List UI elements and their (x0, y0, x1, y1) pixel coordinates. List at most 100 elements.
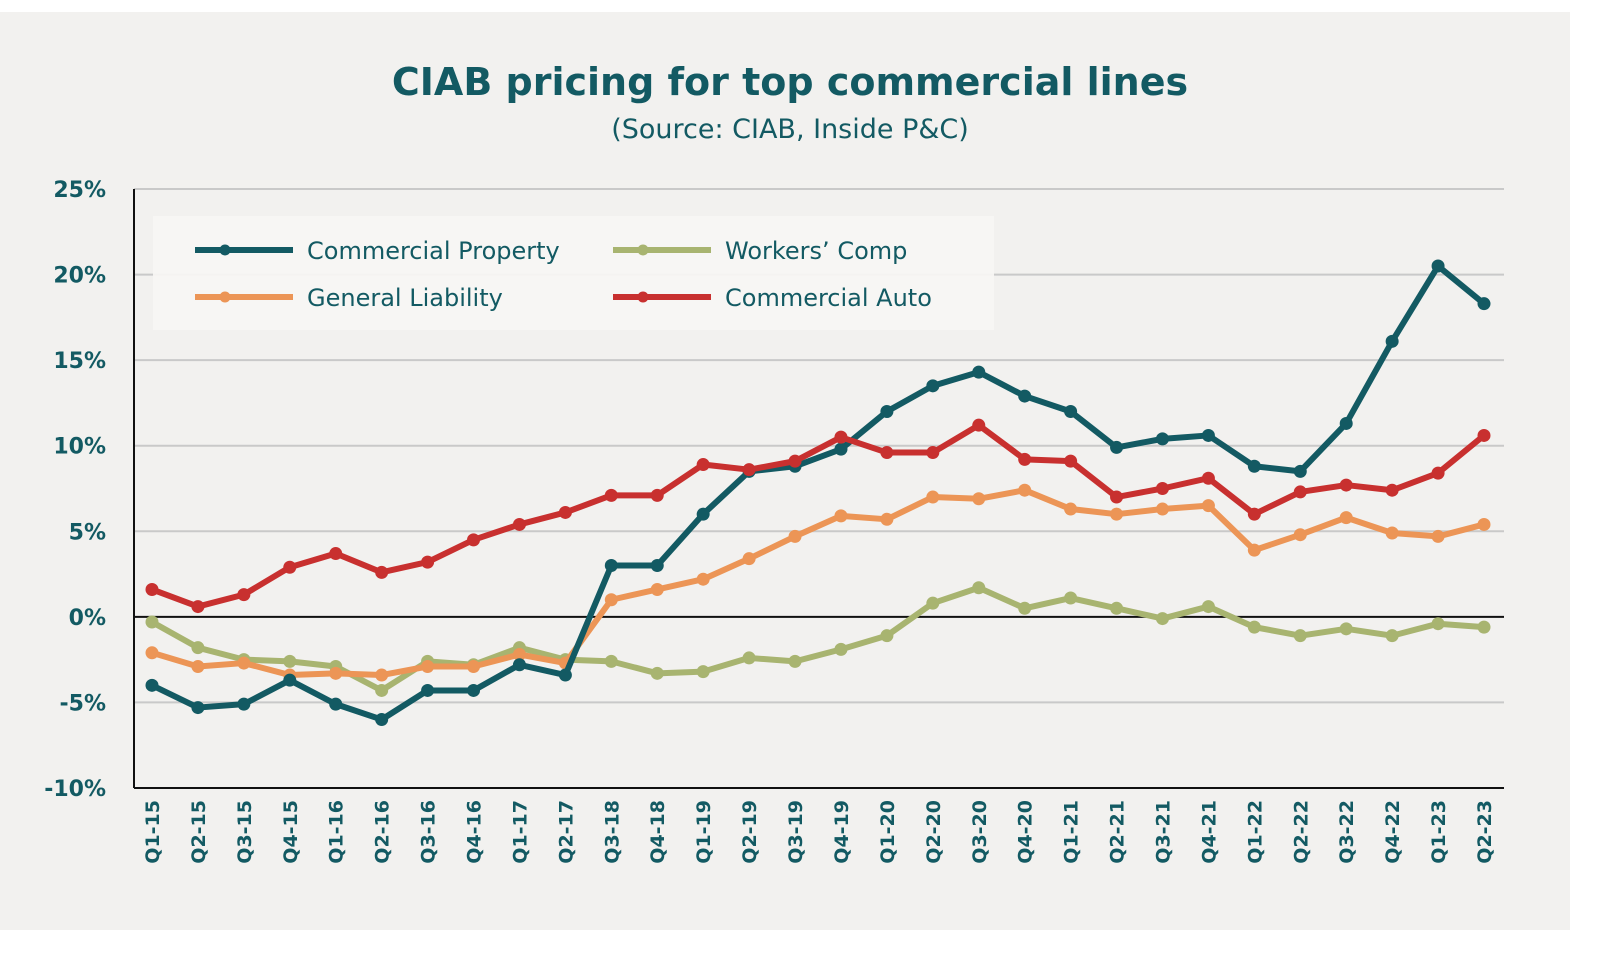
data-point (512, 517, 526, 531)
x-tick-label: Q3-15 (234, 800, 256, 864)
data-point (926, 379, 940, 393)
data-point (1431, 529, 1445, 543)
series-line (150, 422, 1486, 610)
data-point (375, 713, 389, 727)
data-point (1064, 454, 1078, 468)
series-line (150, 584, 1485, 694)
x-tick-label: Q3-16 (418, 800, 440, 864)
data-point (696, 572, 710, 586)
series-line (150, 263, 1486, 723)
data-point (1201, 471, 1215, 485)
data-point (650, 559, 664, 573)
x-tick-label: Q3-22 (1336, 800, 1358, 864)
data-point (1385, 629, 1399, 643)
data-point (467, 533, 481, 547)
data-point (1155, 432, 1169, 446)
data-point (1385, 526, 1399, 540)
data-point (926, 490, 940, 504)
data-point (1339, 622, 1353, 636)
data-point (375, 668, 389, 682)
data-point (191, 701, 205, 715)
series-line (151, 487, 1485, 679)
x-tick-label: Q4-22 (1382, 800, 1404, 864)
data-point (1431, 617, 1445, 631)
data-point (1339, 511, 1353, 525)
data-point (650, 488, 664, 502)
series-workers-comp (145, 581, 1491, 697)
x-tick-label: Q2-19 (739, 800, 761, 864)
data-point (742, 651, 756, 665)
data-point (1339, 478, 1353, 492)
y-tick-label: -5% (60, 691, 106, 716)
chart-background (0, 12, 1570, 930)
x-tick-label: Q3-21 (1152, 800, 1174, 864)
x-tick-label: Q4-21 (1198, 800, 1220, 864)
data-point (145, 582, 159, 596)
legend-item: Commercial Property (195, 237, 560, 265)
data-point (375, 565, 389, 579)
legend-box (153, 216, 994, 330)
data-point (696, 458, 710, 472)
legend-label: Commercial Auto (725, 284, 932, 312)
data-point (1110, 440, 1124, 454)
x-tick-label: Q4-16 (464, 800, 486, 864)
data-point (880, 446, 894, 460)
data-point (926, 596, 940, 610)
data-point (1293, 464, 1307, 478)
data-point (467, 683, 481, 697)
data-point (788, 654, 802, 668)
y-tick-label: 0% (69, 606, 106, 631)
data-point (604, 654, 618, 668)
chart-subtitle: (Source: CIAB, Inside P&C) (611, 114, 969, 145)
y-tick-label: -10% (44, 777, 106, 802)
data-point (1201, 499, 1215, 513)
data-point (1293, 528, 1307, 542)
y-tick-label: 15% (53, 349, 106, 374)
data-point (972, 581, 986, 595)
data-point (1431, 259, 1445, 273)
data-point (329, 547, 343, 561)
data-point (1247, 507, 1261, 521)
data-point (1064, 591, 1078, 605)
data-point (191, 600, 205, 614)
data-point (145, 646, 159, 660)
data-point (604, 593, 618, 607)
x-tick-label: Q2-23 (1474, 800, 1496, 864)
data-point (880, 404, 894, 418)
data-point (237, 656, 251, 670)
data-point (1064, 404, 1078, 418)
data-point (283, 560, 297, 574)
data-point (1018, 601, 1032, 615)
data-point (1247, 620, 1261, 634)
x-tick-label: Q4-18 (647, 800, 669, 864)
data-point (788, 529, 802, 543)
legend-label: General Liability (307, 284, 503, 312)
data-point (512, 648, 526, 662)
chart-title: CIAB pricing for top commercial lines (392, 60, 1188, 104)
x-tick-label: Q1-19 (693, 800, 715, 864)
data-point (834, 642, 848, 656)
data-point (650, 666, 664, 680)
y-tick-label: 10% (53, 435, 106, 460)
x-tick-label: Q2-20 (923, 800, 945, 864)
data-point (1293, 485, 1307, 499)
x-tick-label: Q1-21 (1061, 800, 1083, 864)
data-point (1477, 517, 1491, 531)
data-point (1431, 466, 1445, 480)
data-point (329, 666, 343, 680)
data-point (650, 582, 664, 596)
data-point (926, 446, 940, 460)
data-point (1247, 459, 1261, 473)
data-point (421, 659, 435, 673)
data-point (834, 509, 848, 523)
x-tick-label: Q1-15 (142, 800, 164, 864)
x-tick-label: Q1-17 (509, 800, 531, 864)
data-point (421, 555, 435, 569)
x-tick-label: Q3-20 (969, 800, 991, 864)
data-point (696, 665, 710, 679)
data-point (696, 507, 710, 521)
series-general-liability (145, 483, 1491, 682)
data-point (1293, 629, 1307, 643)
data-point (1110, 507, 1124, 521)
